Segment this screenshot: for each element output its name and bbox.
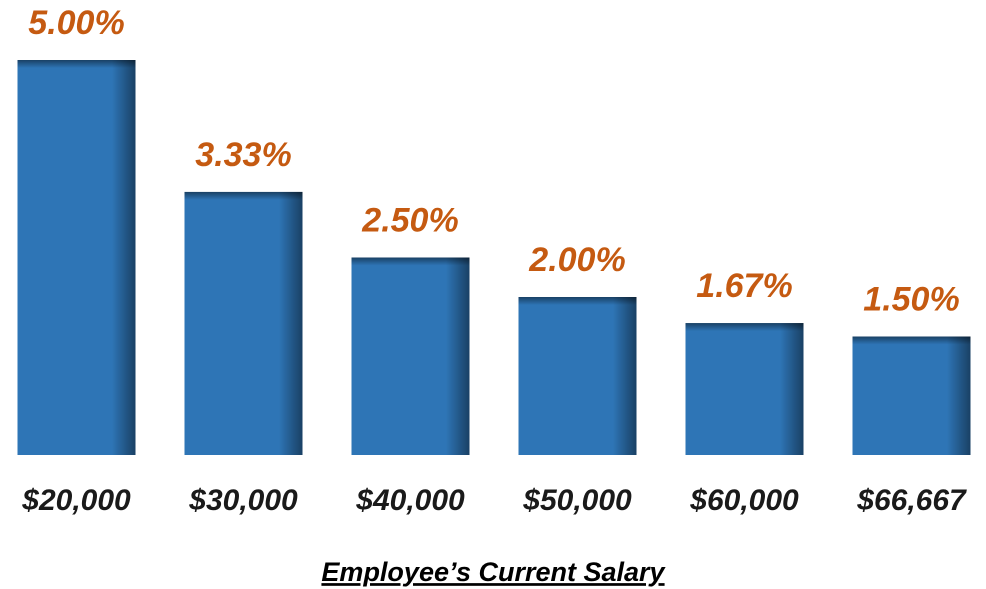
x-axis-title: Employee’s Current Salary (321, 557, 666, 587)
value-label: 2.50% (361, 201, 458, 239)
x-tick-label: $20,000 (21, 484, 131, 517)
x-tick-label: $30,000 (188, 484, 298, 517)
bar (518, 297, 637, 455)
value-label: 1.67% (696, 267, 792, 305)
bar (685, 323, 804, 455)
bar (17, 60, 136, 455)
value-label: 3.33% (195, 136, 291, 174)
x-tick-label: $50,000 (522, 484, 632, 517)
x-tick-label: $66,667 (856, 484, 967, 517)
value-label: 1.50% (863, 280, 959, 318)
value-label: 2.00% (528, 241, 625, 279)
bar (351, 257, 470, 455)
bar (184, 191, 303, 455)
x-tick-label: $40,000 (355, 484, 465, 517)
bar (852, 336, 971, 455)
value-label: 5.00% (28, 4, 124, 42)
x-tick-label: $60,000 (689, 484, 799, 517)
